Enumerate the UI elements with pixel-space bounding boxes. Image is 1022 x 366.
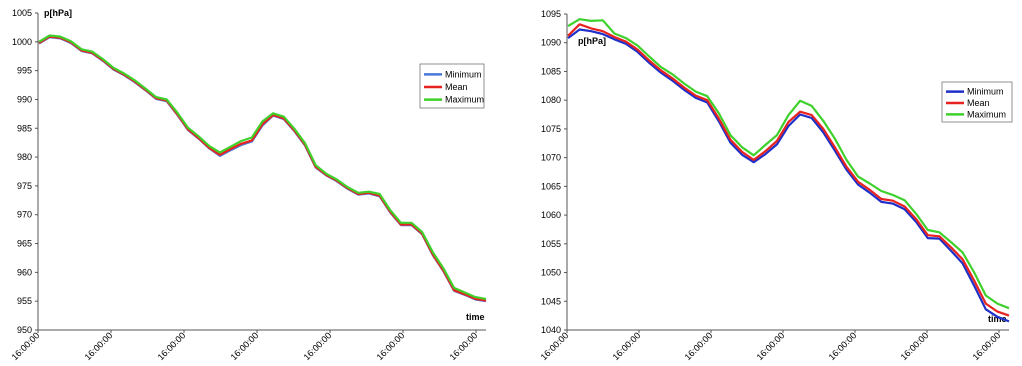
x-tick-label: 16:00:00: [755, 330, 787, 362]
y-tick-label: 1045: [541, 296, 561, 306]
legend-entry: Maximum: [445, 95, 484, 105]
y-tick-label: 990: [17, 94, 32, 104]
x-tick-label: 16:00:00: [683, 330, 715, 362]
pressure-chart-left: 950 955 960 965 970 975 980 985 990 995 1000 1005 16…: [10, 8, 487, 362]
y-tick-label: 950: [17, 325, 32, 335]
y-tick-label: 985: [17, 123, 32, 133]
x-axis-label: time: [988, 314, 1007, 324]
x-tick-label: 16:00:00: [83, 330, 115, 362]
series-line-minimum: [38, 36, 487, 303]
legend: Minimum Mean Maximum: [419, 63, 485, 109]
y-tick-label: 955: [17, 296, 32, 306]
y-tick-label: 1055: [541, 239, 561, 249]
y-tick-label: 995: [17, 66, 32, 76]
x-tick-label: 16:00:00: [10, 330, 42, 362]
y-tick-label: 1070: [541, 153, 561, 163]
y-tick-label: 970: [17, 210, 32, 220]
x-tick-label: 16:00:00: [971, 330, 1003, 362]
y-tick-label: 965: [17, 239, 32, 249]
series-line-maximum: [38, 34, 487, 300]
series-line-maximum: [567, 18, 1010, 310]
legend-entry: Maximum: [967, 109, 1006, 119]
y-tick-label: 960: [17, 267, 32, 277]
legend-entry: Minimum: [967, 87, 1004, 97]
y-tick-label: 980: [17, 152, 32, 162]
x-tick-label: 16:00:00: [229, 330, 261, 362]
y-tick-label: 1050: [541, 268, 561, 278]
y-tick-label: 975: [17, 181, 32, 191]
y-tick-label: 1000: [12, 37, 32, 47]
x-tick-label: 16:00:00: [375, 330, 407, 362]
y-tick-label: 1085: [541, 66, 561, 76]
x-tick-label: 16:00:00: [448, 330, 480, 362]
y-tick-label: 1065: [541, 181, 561, 191]
series-line-mean: [567, 23, 1010, 317]
y-tick-label: 1080: [541, 95, 561, 105]
x-tick-label: 16:00:00: [827, 330, 859, 362]
x-tick-label: 16:00:00: [302, 330, 334, 362]
x-tick-label: 16:00:00: [156, 330, 188, 362]
y-tick-label: 1090: [541, 38, 561, 48]
y-tick-label: 1060: [541, 210, 561, 220]
x-axis-label: time: [466, 312, 485, 322]
x-tick-label: 16:00:00: [899, 330, 931, 362]
y-tick-label: 1040: [541, 325, 561, 335]
x-tick-label: 16:00:00: [539, 330, 571, 362]
series-line-minimum: [567, 28, 1010, 323]
y-axis-label: p[hPa]: [578, 36, 606, 46]
series-line-mean: [38, 35, 487, 302]
pressure-chart-right: 1040 1045 1050 1055 1060 1065 1070 1075 1080 1085…: [539, 9, 1013, 362]
y-tick-label: 1095: [541, 9, 561, 19]
x-tick-label: 16:00:00: [611, 330, 643, 362]
y-axis-label: p[hPa]: [44, 8, 72, 18]
legend-entry: Mean: [967, 98, 990, 108]
y-tick-label: 1005: [12, 8, 32, 18]
y-tick-label: 1075: [541, 124, 561, 134]
legend-entry: Mean: [445, 82, 468, 92]
legend-entry: Minimum: [445, 69, 482, 79]
